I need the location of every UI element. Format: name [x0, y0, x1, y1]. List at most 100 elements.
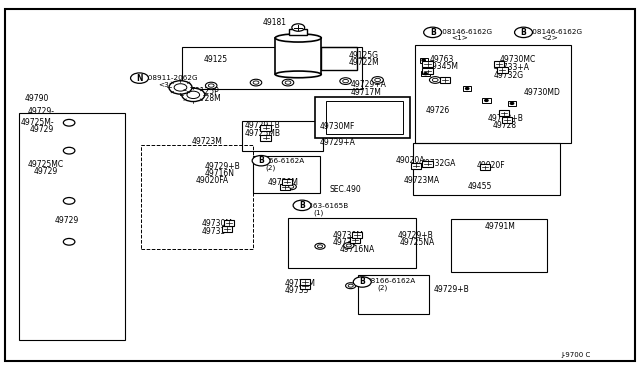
Circle shape	[63, 198, 75, 204]
Text: 49791M: 49791M	[485, 222, 516, 231]
Bar	[224, 220, 234, 226]
Bar	[422, 71, 430, 76]
Bar	[260, 135, 271, 141]
Circle shape	[292, 24, 305, 31]
Bar	[502, 117, 512, 123]
Text: N 08911-2062G: N 08911-2062G	[140, 75, 197, 81]
Text: <2>: <2>	[541, 35, 557, 41]
Text: 49732G: 49732G	[494, 71, 524, 80]
Circle shape	[293, 200, 311, 211]
Circle shape	[375, 78, 380, 81]
Bar	[222, 226, 232, 232]
Text: 49729+A: 49729+A	[320, 138, 356, 147]
Circle shape	[433, 78, 438, 81]
Circle shape	[169, 81, 192, 94]
Text: 49729+B: 49729+B	[244, 121, 280, 130]
Text: 49729: 49729	[33, 167, 58, 176]
Bar	[440, 77, 450, 83]
Text: <1>: <1>	[451, 35, 468, 41]
Bar	[422, 68, 433, 74]
Text: 08363-6165B: 08363-6165B	[300, 203, 349, 209]
Text: 49345M: 49345M	[428, 62, 458, 71]
Bar	[451, 219, 547, 272]
Text: 49733: 49733	[285, 286, 309, 295]
Text: 49729+B: 49729+B	[398, 231, 434, 240]
Text: 49455: 49455	[467, 182, 492, 190]
Circle shape	[315, 243, 325, 249]
Bar	[326, 101, 403, 134]
Text: 49723MA: 49723MA	[403, 176, 439, 185]
Circle shape	[510, 102, 514, 105]
Bar	[415, 45, 571, 143]
Text: B 08146-6162G: B 08146-6162G	[435, 29, 492, 35]
Text: 49729: 49729	[29, 125, 54, 134]
Bar	[321, 46, 357, 70]
Circle shape	[429, 77, 441, 83]
Text: B: B	[360, 278, 365, 286]
Bar	[413, 143, 560, 195]
Text: 49725M-: 49725M-	[21, 118, 55, 126]
Text: (2): (2)	[378, 284, 388, 291]
Text: (2): (2)	[266, 164, 276, 171]
Text: 49020FA: 49020FA	[195, 176, 228, 185]
Text: 49730M: 49730M	[285, 279, 316, 288]
Bar	[422, 161, 433, 167]
Text: B: B	[259, 156, 264, 165]
Bar	[315, 97, 410, 138]
Text: 49763: 49763	[430, 55, 454, 64]
Text: 49725MB: 49725MB	[244, 129, 280, 138]
Text: 49790: 49790	[24, 94, 49, 103]
Text: 49725NA: 49725NA	[400, 238, 435, 247]
Text: 49717M: 49717M	[351, 88, 381, 97]
Text: 49722M: 49722M	[349, 58, 380, 67]
Text: 49732GA: 49732GA	[421, 159, 456, 168]
Bar	[288, 218, 416, 268]
Text: 49730MD: 49730MD	[524, 88, 561, 97]
Circle shape	[348, 284, 353, 287]
Bar	[182, 46, 362, 89]
Bar	[420, 58, 428, 62]
Bar	[358, 275, 429, 314]
Text: 49733+B: 49733+B	[488, 114, 524, 123]
Text: B: B	[521, 28, 526, 37]
Text: (1): (1)	[314, 209, 324, 216]
Circle shape	[174, 84, 187, 91]
Text: J-9700 C: J-9700 C	[562, 352, 591, 358]
Text: 49723M: 49723M	[192, 137, 223, 146]
Circle shape	[253, 81, 259, 84]
Bar	[411, 163, 421, 169]
Circle shape	[250, 79, 262, 86]
Text: N: N	[136, 74, 143, 83]
Text: 49730MF: 49730MF	[320, 122, 355, 131]
Circle shape	[465, 87, 469, 90]
Bar	[242, 121, 323, 151]
Circle shape	[372, 77, 383, 83]
Text: SEC.490: SEC.490	[330, 185, 362, 194]
Circle shape	[63, 238, 75, 245]
Text: 49725MC: 49725MC	[28, 160, 63, 169]
Circle shape	[63, 119, 75, 126]
Bar	[260, 125, 271, 131]
Text: 49125: 49125	[204, 55, 228, 64]
Bar	[494, 61, 504, 67]
Circle shape	[340, 78, 351, 84]
Circle shape	[286, 184, 296, 190]
Circle shape	[63, 147, 75, 154]
Bar	[280, 184, 290, 190]
Bar	[483, 98, 491, 103]
Text: 49729+B: 49729+B	[434, 285, 470, 294]
Text: 49125P: 49125P	[191, 87, 220, 96]
Ellipse shape	[275, 71, 321, 78]
Bar	[422, 61, 433, 67]
Bar	[497, 67, 508, 73]
Text: 49733+A: 49733+A	[494, 63, 530, 72]
Bar	[508, 101, 516, 106]
Bar	[463, 86, 471, 91]
Text: B 08146-6162G: B 08146-6162G	[525, 29, 582, 35]
Text: 49020F: 49020F	[477, 161, 506, 170]
Bar	[352, 232, 362, 238]
Circle shape	[289, 185, 294, 188]
Bar	[350, 237, 360, 243]
Text: 49728: 49728	[493, 121, 517, 130]
Circle shape	[182, 88, 205, 102]
